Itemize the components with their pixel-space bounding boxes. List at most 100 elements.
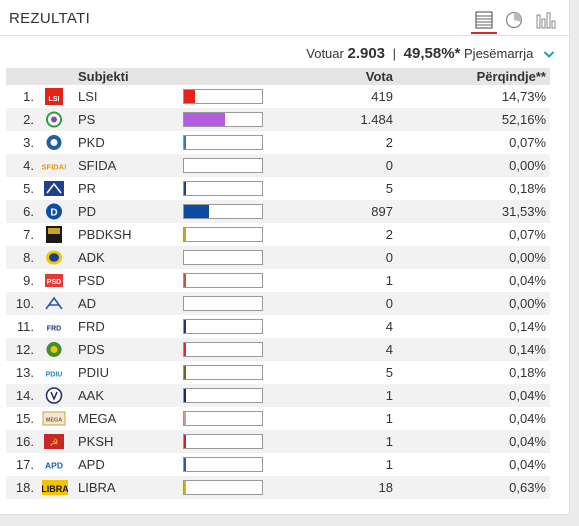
vote-percent: 14,73% bbox=[501, 89, 546, 104]
vote-share-bar bbox=[183, 112, 263, 127]
table-row[interactable]: 14. AAK 1 0,04% bbox=[6, 384, 550, 407]
pie-chart-icon[interactable] bbox=[502, 9, 526, 31]
results-panel: REZULTATI Votuar bbox=[0, 0, 570, 515]
svg-text:LIBRA: LIBRA bbox=[42, 484, 68, 494]
results-table: Subjekti Vota Përqindje** 1. LSI LSI 419… bbox=[6, 68, 550, 499]
party-column-header[interactable]: Subjekti bbox=[78, 69, 129, 84]
vote-share-bar-fill bbox=[184, 320, 186, 333]
row-number: 1. bbox=[23, 89, 34, 104]
vote-percent: 0,07% bbox=[509, 135, 546, 150]
percent-column-header[interactable]: Përqindje** bbox=[476, 69, 546, 84]
vote-count: 1 bbox=[385, 411, 393, 426]
row-number: 6. bbox=[23, 204, 34, 219]
vote-count: 2 bbox=[385, 227, 393, 242]
bar-chart-icon[interactable] bbox=[533, 9, 557, 31]
votes-column-header[interactable]: Vota bbox=[365, 69, 393, 84]
vote-share-bar-fill bbox=[184, 458, 186, 471]
party-name: SFIDA bbox=[78, 158, 117, 173]
table-row[interactable]: 6. D PD 897 31,53% bbox=[6, 200, 550, 223]
row-number: 5. bbox=[23, 181, 34, 196]
svg-text:SFIDA!: SFIDA! bbox=[42, 163, 66, 172]
table-row[interactable]: 17. APD APD 1 0,04% bbox=[6, 453, 550, 476]
party-name: MEGA bbox=[78, 411, 117, 426]
svg-text:FRD: FRD bbox=[47, 326, 61, 333]
row-number: 7. bbox=[23, 227, 34, 242]
vote-share-bar-fill bbox=[184, 274, 186, 287]
table-row[interactable]: 11. FRD FRD 4 0,14% bbox=[6, 315, 550, 338]
vote-count: 4 bbox=[385, 342, 393, 357]
svg-text:☭: ☭ bbox=[50, 438, 59, 449]
table-row[interactable]: 10. AD 0 0,00% bbox=[6, 292, 550, 315]
vote-count: 0 bbox=[385, 158, 393, 173]
vote-share-bar bbox=[183, 411, 263, 426]
mega-party-logo-icon: MEGA bbox=[42, 409, 66, 428]
vote-count: 1 bbox=[385, 273, 393, 288]
table-row[interactable]: 12. PDS 4 0,14% bbox=[6, 338, 550, 361]
table-row[interactable]: 15. MEGA MEGA 1 0,04% bbox=[6, 407, 550, 430]
ps-party-logo-icon bbox=[42, 110, 66, 129]
table-row[interactable]: 2. PS 1.484 52,16% bbox=[6, 108, 550, 131]
party-name: APD bbox=[78, 457, 105, 472]
vote-count: 0 bbox=[385, 296, 393, 311]
row-number: 13. bbox=[15, 365, 34, 380]
vote-percent: 0,04% bbox=[509, 434, 546, 449]
panel-header: REZULTATI bbox=[0, 0, 570, 36]
table-row[interactable]: 4. SFIDA! SFIDA 0 0,00% bbox=[6, 154, 550, 177]
pkd-party-logo-icon bbox=[42, 133, 66, 152]
party-name: PDS bbox=[78, 342, 105, 357]
vote-share-bar bbox=[183, 181, 263, 196]
vote-percent: 0,00% bbox=[509, 250, 546, 265]
vote-count: 0 bbox=[385, 250, 393, 265]
table-row[interactable]: 8. ADK 0 0,00% bbox=[6, 246, 550, 269]
vote-count: 18 bbox=[378, 480, 393, 495]
table-row[interactable]: 18. LIBRA LIBRA 18 0,63% bbox=[6, 476, 550, 499]
pd-party-logo-icon: D bbox=[42, 202, 66, 221]
vote-share-bar-fill bbox=[184, 228, 186, 241]
vote-percent: 52,16% bbox=[501, 112, 546, 127]
party-name: AAK bbox=[78, 388, 105, 403]
vote-share-bar bbox=[183, 89, 263, 104]
vote-share-bar-fill bbox=[184, 205, 209, 218]
turnout-summary: Votuar 2.903 | 49,58%* Pjesëmarrja bbox=[306, 45, 555, 62]
party-name: PSD bbox=[78, 273, 105, 288]
table-row[interactable]: 13. PDIU PDIU 5 0,18% bbox=[6, 361, 550, 384]
apd-party-logo-icon: APD bbox=[42, 455, 66, 474]
vote-share-bar-fill bbox=[184, 343, 186, 356]
party-name: AD bbox=[78, 296, 97, 311]
pdiu-party-logo-icon: PDIU bbox=[42, 363, 66, 382]
table-row[interactable]: 16. ☭ PKSH 1 0,04% bbox=[6, 430, 550, 453]
frd-party-logo-icon: FRD bbox=[42, 317, 66, 336]
turnout-value: 49,58%* bbox=[403, 45, 461, 62]
party-name: PKD bbox=[78, 135, 105, 150]
vote-share-bar-fill bbox=[184, 113, 225, 126]
pr-party-logo-icon bbox=[42, 179, 66, 198]
svg-text:MEGA: MEGA bbox=[46, 418, 63, 424]
sfida-party-logo-icon: SFIDA! bbox=[42, 156, 67, 175]
pksh-party-logo-icon: ☭ bbox=[42, 432, 66, 451]
party-name: FRD bbox=[78, 319, 105, 334]
table-row[interactable]: 9. PSD PSD 1 0,04% bbox=[6, 269, 550, 292]
party-name: PDIU bbox=[78, 365, 110, 380]
vote-count: 1 bbox=[385, 457, 393, 472]
list-icon[interactable] bbox=[471, 9, 497, 34]
table-row[interactable]: 7. PBDKSH 2 0,07% bbox=[6, 223, 550, 246]
vote-share-bar bbox=[183, 204, 263, 219]
vote-share-bar-fill bbox=[184, 366, 186, 379]
row-number: 10. bbox=[15, 296, 34, 311]
vote-share-bar bbox=[183, 434, 263, 449]
pbdksh-party-logo-icon bbox=[42, 225, 66, 244]
vote-percent: 0,18% bbox=[509, 181, 546, 196]
row-number: 3. bbox=[23, 135, 34, 150]
row-number: 11. bbox=[16, 319, 34, 334]
table-row[interactable]: 1. LSI LSI 419 14,73% bbox=[6, 85, 550, 108]
vote-share-bar bbox=[183, 250, 263, 265]
party-name: LSI bbox=[78, 89, 98, 104]
pds-party-logo-icon bbox=[42, 340, 66, 359]
row-number: 12. bbox=[15, 342, 34, 357]
chevron-down-icon[interactable] bbox=[543, 47, 555, 62]
svg-text:APD: APD bbox=[45, 461, 63, 471]
vote-share-bar bbox=[183, 342, 263, 357]
vote-count: 1 bbox=[385, 388, 393, 403]
table-row[interactable]: 3. PKD 2 0,07% bbox=[6, 131, 550, 154]
table-row[interactable]: 5. PR 5 0,18% bbox=[6, 177, 550, 200]
